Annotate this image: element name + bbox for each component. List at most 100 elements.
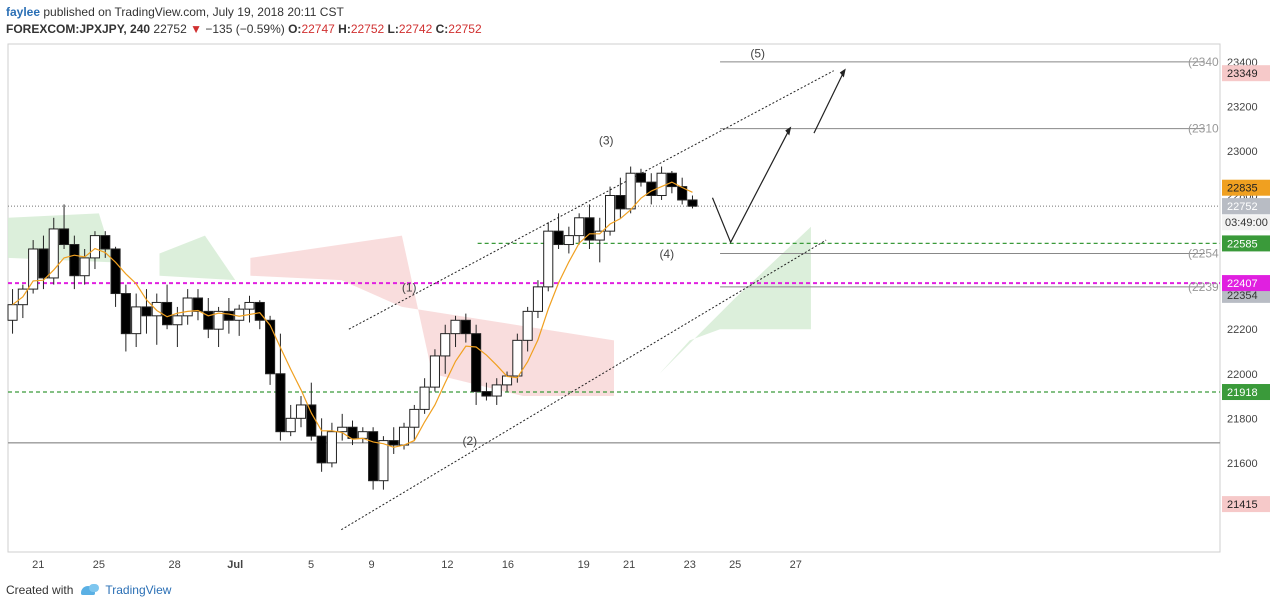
candle[interactable] [316, 435, 327, 464]
candle[interactable] [594, 230, 605, 241]
candle[interactable] [59, 228, 70, 246]
candle[interactable] [553, 230, 564, 246]
candle[interactable] [203, 310, 214, 330]
x-tick-label: 25 [93, 559, 105, 571]
candle[interactable] [625, 172, 636, 210]
candle[interactable] [357, 431, 368, 439]
candle[interactable] [409, 408, 420, 428]
candle[interactable] [666, 172, 677, 188]
candle[interactable] [429, 355, 440, 388]
low-value: 22742 [398, 22, 433, 36]
chart-header: faylee published on TradingView.com, Jul… [6, 4, 482, 38]
candle[interactable] [131, 306, 142, 335]
x-tick-label: 5 [308, 559, 314, 571]
candle[interactable] [285, 417, 296, 433]
candle[interactable] [172, 315, 183, 326]
tradingview-link[interactable]: TradingView [79, 583, 171, 597]
candle[interactable] [574, 217, 585, 237]
price-badge-label: 22354 [1227, 290, 1258, 302]
candle[interactable] [522, 310, 533, 341]
fib-label: (2254 [1188, 246, 1219, 260]
candle[interactable] [275, 373, 286, 433]
wave-label: (1) [402, 280, 417, 294]
candle[interactable] [687, 199, 698, 207]
y-tick-label: 21800 [1227, 413, 1258, 425]
candle[interactable] [398, 426, 410, 446]
candle[interactable] [512, 339, 523, 377]
candle[interactable] [471, 333, 482, 393]
candle[interactable] [69, 244, 80, 277]
candle[interactable] [213, 310, 224, 330]
candle[interactable] [543, 230, 554, 288]
candle[interactable] [368, 431, 379, 482]
close-label: C: [435, 22, 449, 36]
y-tick-label: 23200 [1227, 101, 1258, 113]
candle[interactable] [677, 186, 688, 201]
candle[interactable] [450, 319, 461, 335]
symbol-label: FOREXCOM:JPXJPY, 240 [6, 22, 151, 36]
candle[interactable] [306, 404, 317, 437]
arrow-head-icon [785, 126, 792, 136]
candle[interactable] [151, 301, 162, 317]
candle[interactable] [532, 286, 543, 312]
candle[interactable] [120, 293, 131, 335]
candle[interactable] [347, 426, 358, 439]
candle[interactable] [440, 333, 451, 357]
y-tick-label: 22000 [1227, 369, 1258, 381]
candle[interactable] [89, 235, 101, 259]
change-arrow-icon: ▼ [190, 22, 203, 36]
x-tick-label: 9 [369, 559, 375, 571]
projection-path [813, 70, 845, 134]
candle[interactable] [326, 431, 337, 464]
candle[interactable] [234, 308, 245, 321]
candle[interactable] [337, 426, 348, 433]
level-badge [1222, 235, 1270, 252]
price-badge [1222, 179, 1270, 196]
level-badge-label: 22752 [1227, 201, 1258, 213]
candle[interactable] [656, 172, 667, 197]
candle[interactable] [48, 228, 59, 279]
candle[interactable] [388, 440, 399, 446]
candle[interactable] [419, 386, 430, 410]
wave-label: (3) [599, 133, 614, 147]
level-badge-label: 21918 [1227, 387, 1258, 399]
candle[interactable] [265, 319, 276, 375]
candle[interactable] [110, 248, 121, 295]
y-tick-label: 22200 [1227, 324, 1258, 336]
candle[interactable] [192, 297, 204, 312]
brand-label: TradingView [105, 583, 172, 597]
candle[interactable] [605, 195, 616, 232]
candle[interactable] [7, 304, 18, 321]
candle[interactable] [79, 257, 90, 277]
candle[interactable] [28, 248, 39, 290]
candle[interactable] [244, 301, 255, 310]
candle[interactable] [223, 310, 234, 321]
author-name[interactable]: faylee [6, 5, 41, 19]
level-badge [1222, 275, 1270, 292]
candle[interactable] [162, 301, 173, 326]
candle[interactable] [635, 172, 647, 183]
high-value: 22752 [350, 22, 385, 36]
candle[interactable] [141, 306, 152, 317]
candle[interactable] [460, 319, 471, 335]
wave-label: (4) [659, 247, 674, 261]
candle[interactable] [38, 248, 49, 279]
price-change: −135 (−0.59%) [205, 22, 285, 36]
candle[interactable] [491, 384, 502, 397]
candle[interactable] [254, 301, 265, 321]
wave-label: (2) [463, 434, 478, 448]
candle[interactable] [584, 217, 595, 241]
candle[interactable] [182, 297, 193, 317]
candle[interactable] [615, 195, 626, 210]
price-chart[interactable]: (2340(2310(2254(2239(1)(2)(3)(4)(5)21400… [0, 0, 1274, 580]
countdown-badge [1222, 215, 1270, 231]
x-tick-label: 23 [684, 559, 696, 571]
candle[interactable] [378, 440, 389, 482]
fib-label: (2239 [1188, 280, 1219, 294]
candle[interactable] [295, 404, 307, 419]
published-text: published on TradingView.com, July 19, 2… [43, 5, 344, 19]
candle[interactable] [481, 391, 492, 397]
candle[interactable] [563, 235, 574, 246]
candle[interactable] [100, 235, 111, 250]
ichimoku-cloud-green [159, 235, 236, 281]
